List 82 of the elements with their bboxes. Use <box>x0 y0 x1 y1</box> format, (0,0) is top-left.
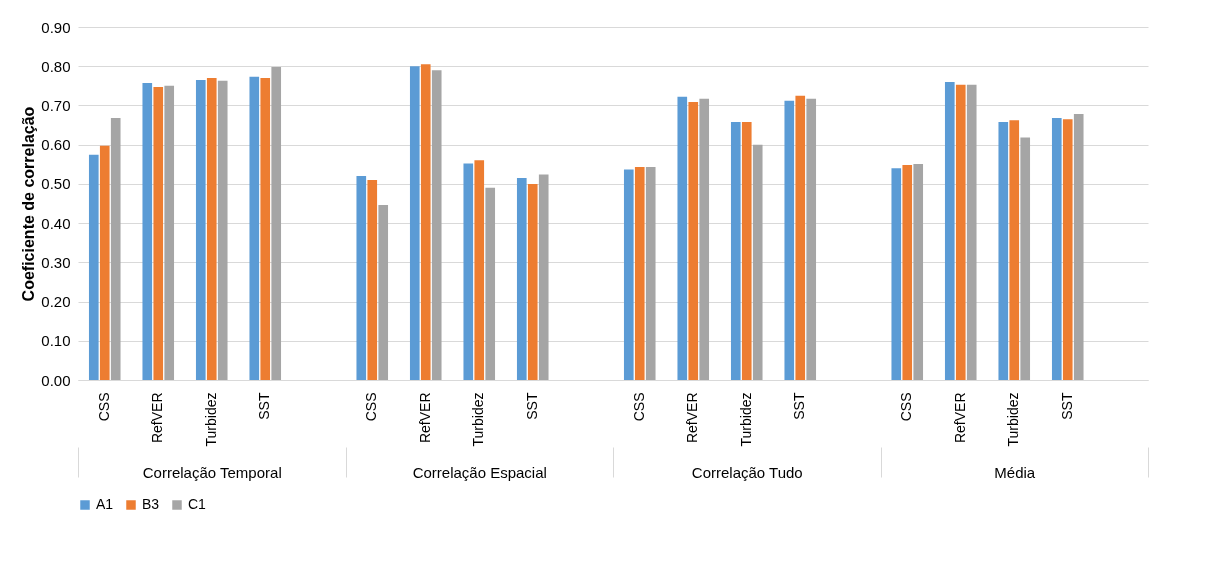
x-tick-label: RefVER <box>951 392 968 444</box>
bar <box>913 163 924 380</box>
y-tick-label: 0.40 <box>41 214 71 232</box>
y-tick-label: 0.80 <box>41 57 71 75</box>
bar <box>688 101 699 380</box>
bar <box>378 205 389 380</box>
x-tick-label: RefVER <box>416 392 433 444</box>
bar <box>1062 119 1073 380</box>
bar <box>485 187 496 380</box>
bar <box>955 84 966 380</box>
bar <box>527 183 538 380</box>
bar <box>164 85 175 380</box>
bar <box>206 77 217 380</box>
x-tick-label: SST <box>523 392 540 420</box>
bar <box>891 168 902 380</box>
y-tick-label: 0.70 <box>41 96 71 114</box>
bar <box>1051 118 1062 380</box>
bar <box>420 64 431 380</box>
bar <box>356 176 367 380</box>
bar <box>806 98 817 380</box>
y-tick-label: 0.20 <box>41 293 71 311</box>
bar <box>217 80 228 380</box>
bar <box>142 83 153 380</box>
x-tick-label: RefVER <box>149 392 166 444</box>
text: Correlação Temporal <box>142 463 282 481</box>
legend-label: C1 <box>188 496 207 512</box>
x-tick-label: Turbidez <box>470 392 487 447</box>
bar <box>88 154 99 380</box>
x-tick-label: CSS <box>95 392 112 422</box>
y-tick-label: 0.00 <box>41 371 71 389</box>
y-tick-label: 0.30 <box>41 253 71 271</box>
bar <box>516 178 527 380</box>
bar <box>110 118 121 380</box>
bar <box>784 100 795 380</box>
bar <box>99 145 110 380</box>
bar <box>1020 137 1031 380</box>
bar <box>795 95 806 380</box>
y-axis-title: Coeficiente de correlação <box>20 106 38 302</box>
bar <box>463 163 474 380</box>
bar <box>902 165 913 380</box>
bar <box>699 98 710 380</box>
bar <box>260 77 271 380</box>
bar <box>271 67 282 380</box>
bar <box>741 121 752 380</box>
bar <box>1009 120 1020 380</box>
bar <box>998 121 1009 380</box>
x-tick-label: CSS <box>630 392 647 422</box>
bar <box>634 167 645 380</box>
bar <box>538 174 549 380</box>
bar <box>730 121 741 380</box>
x-tick-label: CSS <box>363 392 380 422</box>
x-tick-label: Turbidez <box>202 392 219 447</box>
y-tick-label: 0.60 <box>41 136 71 154</box>
y-tick-label: 0.50 <box>41 175 71 193</box>
bar <box>474 160 485 380</box>
x-tick-label: SST <box>791 392 808 420</box>
bar <box>944 81 955 380</box>
bar <box>367 179 378 380</box>
x-tick-label: SST <box>1058 392 1075 420</box>
bar <box>966 84 977 380</box>
bar <box>677 96 688 380</box>
bar <box>431 70 442 380</box>
legend-label: B3 <box>142 496 160 512</box>
x-tick-label: Turbidez <box>1005 392 1022 447</box>
bar <box>1073 114 1084 380</box>
y-tick-label: 0.90 <box>41 18 71 36</box>
bar <box>249 76 260 380</box>
bar <box>409 66 420 380</box>
x-tick-label: SST <box>256 392 273 420</box>
x-tick-label: CSS <box>898 392 915 422</box>
bar <box>195 79 206 380</box>
y-tick-label: 0.10 <box>41 332 71 350</box>
bar <box>752 144 763 380</box>
text: Correlação Tudo <box>691 463 803 481</box>
legend-label: A1 <box>96 496 114 512</box>
bar <box>623 169 634 380</box>
x-tick-label: RefVER <box>684 392 701 444</box>
text: Correlação Espacial <box>412 463 547 481</box>
text: Média <box>994 463 1036 481</box>
x-tick-label: Turbidez <box>737 392 754 447</box>
bar <box>645 167 656 380</box>
bar <box>153 87 164 380</box>
